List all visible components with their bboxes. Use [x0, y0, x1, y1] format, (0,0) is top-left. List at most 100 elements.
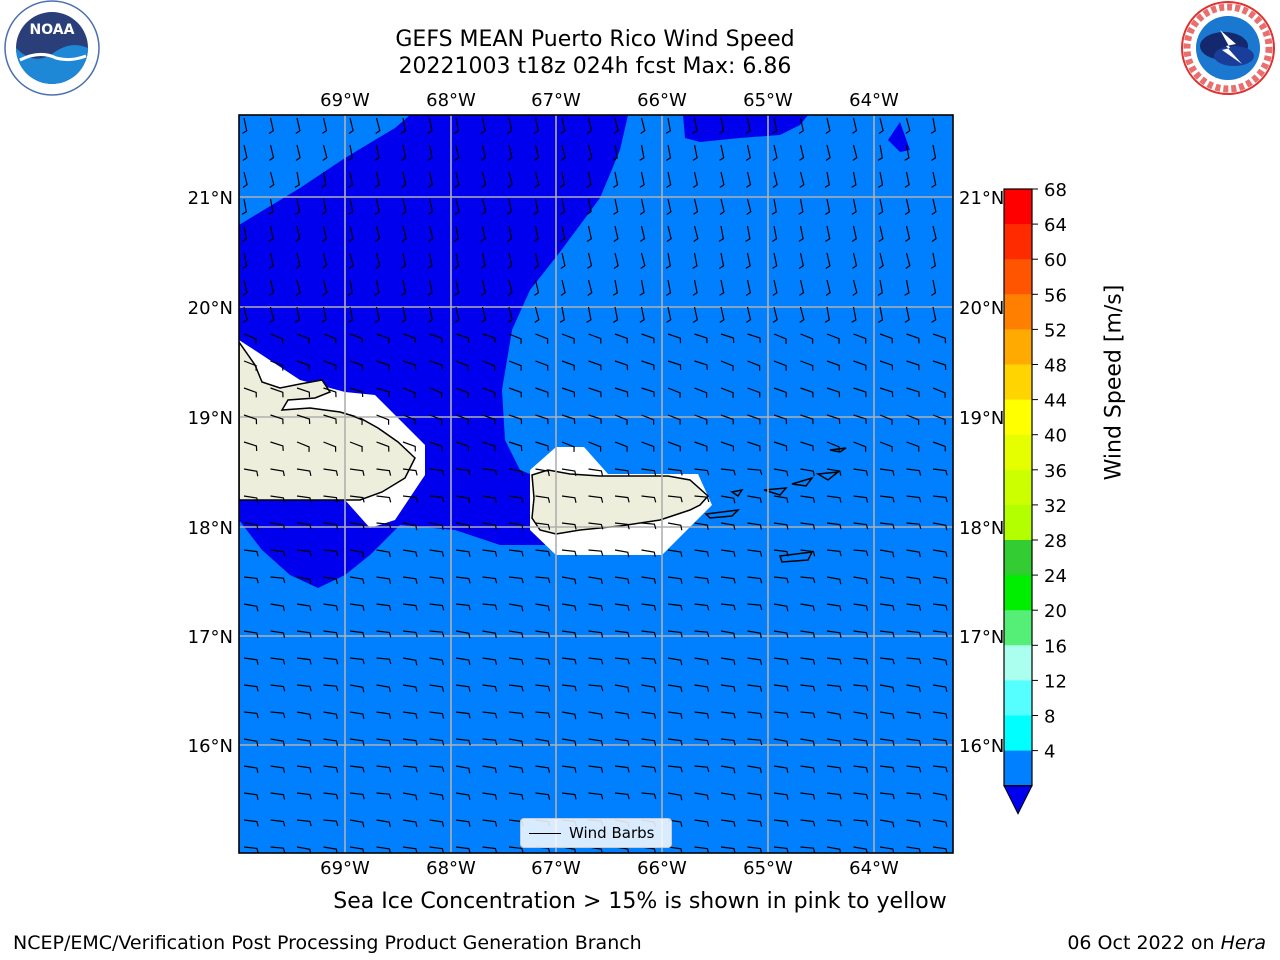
- wind-barb: [613, 225, 619, 242]
- wind-barb: [508, 657, 524, 665]
- wind-barb: [905, 225, 911, 242]
- wind-barb: [588, 360, 602, 371]
- wind-barb: [799, 279, 805, 296]
- wind-barb: [667, 549, 683, 558]
- wind-barb: [694, 576, 710, 584]
- wind-barb: [533, 252, 539, 269]
- lon-labels-top: 69°W 68°W 67°W 66°W 65°W 64°W: [320, 90, 899, 111]
- wind-barb: [295, 144, 301, 161]
- wind-barb: [508, 684, 524, 692]
- wind-barb: [323, 387, 337, 398]
- wind-barb: [824, 171, 830, 188]
- wind-barb: [535, 657, 551, 665]
- wind-barb: [879, 387, 894, 398]
- wind-barb: [640, 252, 646, 269]
- wind-barb: [825, 225, 831, 242]
- wind-barb: [879, 711, 895, 720]
- wind-barb: [853, 738, 869, 746]
- wind-barb: [826, 333, 840, 344]
- wind-barb: [243, 711, 259, 719]
- wind-barb: [587, 279, 593, 296]
- wind-barb: [347, 171, 354, 189]
- wind-barb: [773, 630, 789, 639]
- wind-barb: [694, 495, 710, 503]
- colorbar-segment: [1004, 610, 1032, 646]
- wind-barb: [508, 711, 524, 719]
- wind-barb: [639, 279, 645, 296]
- wind-barb: [906, 576, 922, 584]
- wind-barb: [242, 279, 248, 296]
- wind-barb: [800, 333, 814, 344]
- wind-barb: [508, 765, 524, 774]
- wind-barb: [773, 846, 789, 853]
- wind-barb: [429, 657, 444, 666]
- wind-barb: [323, 684, 339, 692]
- wind-barb: [641, 495, 657, 503]
- wind-barb: [906, 414, 920, 425]
- wind-barb: [878, 252, 884, 269]
- wind-barb: [879, 630, 895, 638]
- wind-barb: [270, 819, 286, 827]
- wind-barb: [800, 630, 816, 638]
- wind-barb: [561, 522, 577, 530]
- wind-barb: [508, 522, 524, 530]
- wind-barb: [667, 360, 682, 371]
- wind-barb: [455, 333, 470, 344]
- colorbar-tick-label: 56: [1044, 285, 1067, 306]
- wind-barb: [773, 360, 787, 371]
- national-weather-service-logo: [1181, 1, 1275, 95]
- wind-barb: [720, 387, 734, 398]
- wind-barb: [614, 387, 629, 398]
- wind-barb: [747, 441, 761, 452]
- wind-barb: [667, 711, 683, 719]
- wind-barb: [534, 279, 540, 296]
- wind-barb: [720, 792, 736, 801]
- lat-labels-left: 21°N 20°N 19°N 18°N 17°N 16°N: [188, 188, 233, 757]
- legend-label: Wind Barbs: [569, 824, 655, 842]
- wind-barb: [853, 765, 869, 773]
- wind-barb: [932, 576, 948, 584]
- wind-barb: [268, 252, 274, 269]
- wind-barb: [323, 657, 339, 665]
- wind-barb: [482, 333, 496, 343]
- wind-barb: [720, 549, 736, 557]
- wind-barb: [376, 684, 391, 693]
- wind-barb: [906, 549, 921, 558]
- wind-barb: [535, 333, 549, 344]
- wind-barb: [455, 657, 471, 666]
- wind-barb: [347, 306, 354, 324]
- wind-barb: [429, 522, 444, 531]
- wind-barb: [747, 495, 762, 504]
- wind-barb: [429, 414, 443, 425]
- wind-barb: [560, 279, 566, 296]
- wind-barb: [375, 225, 381, 242]
- colorbar-segment: [1004, 645, 1032, 681]
- wind-barb: [852, 117, 858, 134]
- wind-barb: [560, 117, 566, 134]
- wind-barb: [906, 792, 922, 800]
- wind-barb: [588, 657, 604, 665]
- wind-barb: [879, 819, 895, 828]
- wind-barb: [747, 549, 763, 557]
- wind-barb: [747, 657, 763, 665]
- wind-barb: [614, 522, 630, 530]
- wind-barb: [535, 765, 551, 773]
- colorbar-tick-label: 44: [1044, 391, 1067, 412]
- wind-barb: [853, 603, 869, 611]
- wind-barb: [481, 198, 487, 215]
- wind-barb: [694, 711, 710, 719]
- wind-barb: [720, 468, 736, 476]
- colorbar-segment: [1004, 504, 1032, 541]
- wind-barb: [772, 306, 778, 323]
- wind-barb: [349, 576, 365, 585]
- wind-barb: [906, 333, 920, 344]
- wind-barb: [508, 468, 524, 477]
- colorbar-tick-label: 40: [1044, 426, 1067, 447]
- wind-barb: [906, 684, 921, 693]
- wind-barb: [773, 495, 789, 504]
- wind-barb: [588, 495, 604, 503]
- wind-barb: [588, 333, 602, 344]
- wind-barb: [826, 549, 842, 557]
- wind-barb: [429, 819, 445, 827]
- wind-barb: [455, 468, 471, 476]
